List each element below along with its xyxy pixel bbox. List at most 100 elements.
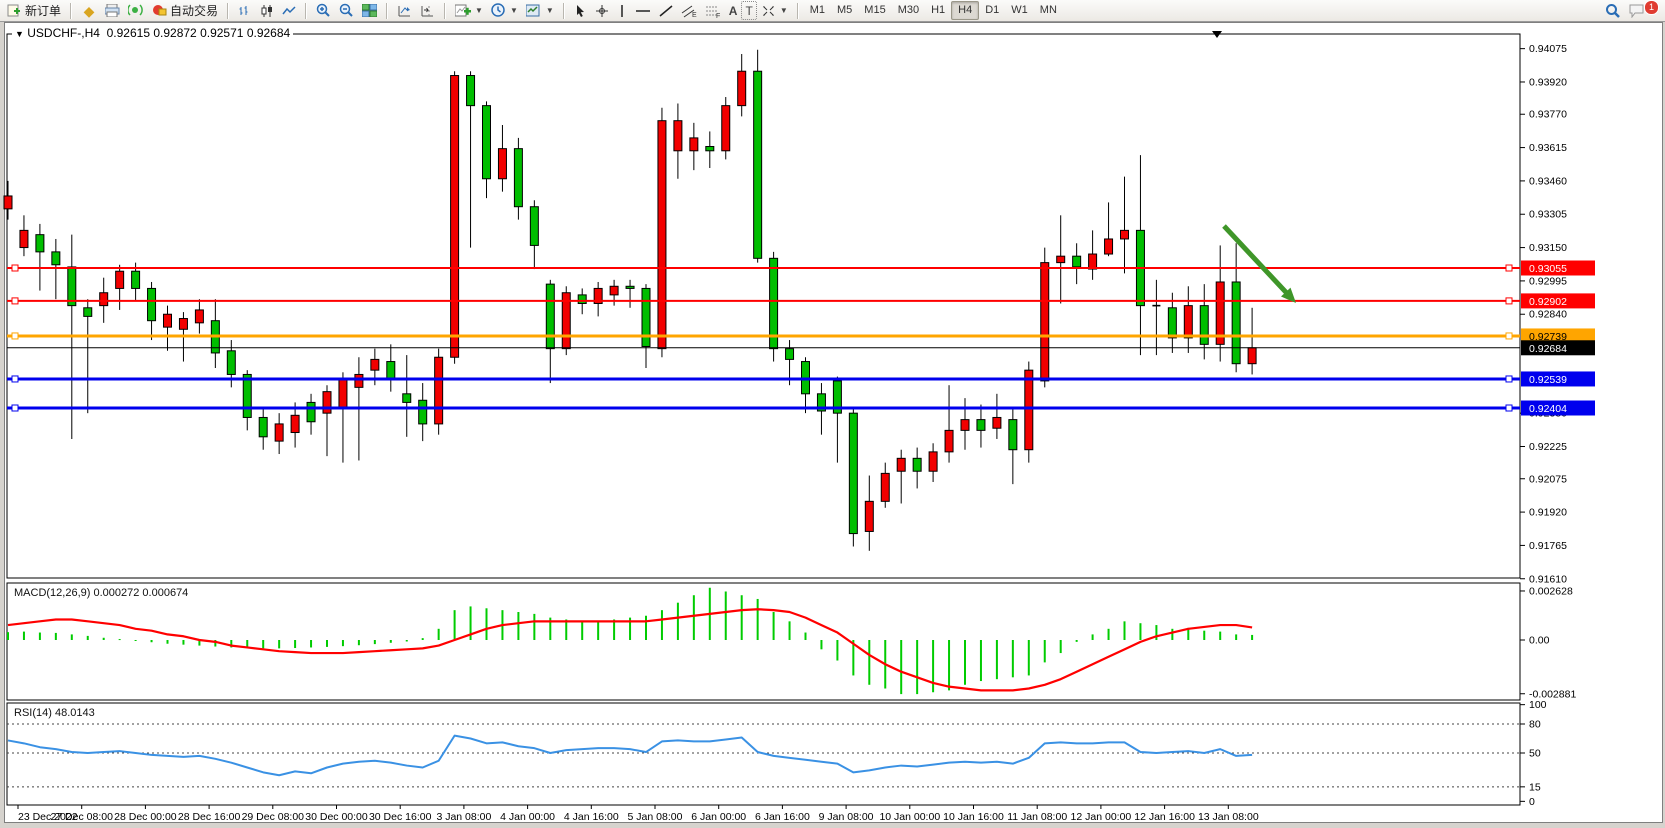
line-handle[interactable] — [1505, 404, 1513, 412]
macd-hist-bar — [964, 640, 966, 685]
candlestick-chart-icon[interactable] — [256, 1, 278, 20]
price-axis[interactable]: 0.94075 0.93920 0.93770 0.93615 0.93460 0.933… — [1520, 43, 1567, 585]
timeframe-MN[interactable]: MN — [1039, 4, 1057, 16]
candle-body — [19, 229, 29, 249]
symbol-period: USDCHF-,H4 — [27, 26, 100, 40]
candle-body — [67, 266, 77, 307]
candle-body — [354, 373, 364, 388]
support-resistance-line[interactable]: 0.92902 — [7, 293, 1595, 309]
candle-body — [609, 285, 619, 296]
macd-hist-bar — [852, 640, 855, 676]
macd-hist-bar — [549, 617, 552, 640]
collapse-arrow-icon[interactable]: ▼ — [15, 29, 24, 39]
timeframe-D1[interactable]: D1 — [985, 4, 1000, 16]
rsi-scale-label: 0 — [1529, 796, 1535, 808]
macd-hist-bar — [1219, 631, 1222, 640]
support-resistance-line[interactable]: 0.92404 — [7, 400, 1595, 416]
separator — [796, 2, 799, 19]
crosshair-tool-icon[interactable] — [591, 1, 613, 20]
scroll-to-end-icon[interactable] — [393, 1, 416, 20]
autotrading-button[interactable]: 自动交易 — [147, 1, 222, 20]
horizontal-line-tool-icon[interactable] — [631, 1, 655, 20]
candle-body — [1167, 307, 1177, 339]
macd-hist-bar — [1155, 625, 1158, 640]
line-handle[interactable] — [1505, 264, 1513, 272]
macd-scale-label: -0.002881 — [1529, 688, 1576, 700]
signals-icon[interactable] — [124, 1, 147, 20]
support-resistance-line[interactable]: 0.92539 — [7, 371, 1595, 387]
text-tool-icon[interactable]: A — [728, 3, 738, 18]
line-handle[interactable] — [1505, 332, 1513, 340]
equidistant-channel-tool-icon[interactable]: E — [677, 1, 701, 20]
chat-badge: 1 — [1644, 0, 1659, 15]
candle-body — [673, 120, 683, 152]
separator — [227, 2, 230, 19]
printer-icon[interactable] — [101, 1, 124, 20]
fibonacci-tool-icon[interactable]: F — [701, 1, 725, 20]
line-handle[interactable] — [11, 404, 19, 412]
text-label-tool-icon[interactable]: T — [741, 1, 757, 20]
templates-button[interactable]: ▼ — [522, 1, 558, 20]
line-handle[interactable] — [11, 297, 19, 305]
zoom-out-icon[interactable] — [335, 1, 358, 20]
zoom-in-icon[interactable] — [312, 1, 335, 20]
add-indicator-button[interactable]: ▼ — [451, 1, 487, 20]
chart-shift-marker[interactable] — [1212, 31, 1222, 38]
timeframe-M1[interactable]: M1 — [809, 4, 826, 16]
timeframe-M5[interactable]: M5 — [837, 4, 853, 16]
timeframe-H1[interactable]: H1 — [931, 4, 946, 16]
candle-body — [290, 414, 300, 434]
trend-arrow-annotation[interactable] — [1222, 224, 1296, 303]
current-price-badge — [1521, 340, 1595, 356]
line-chart-icon[interactable] — [278, 1, 300, 20]
trendline-tool-icon[interactable] — [655, 1, 677, 20]
support-resistance-line[interactable]: 0.93055 — [7, 260, 1595, 276]
price-tick-label: 0.92840 — [1529, 309, 1567, 321]
separator — [444, 2, 447, 19]
timeframe-M30[interactable]: M30 — [897, 4, 920, 16]
line-handle[interactable] — [1505, 375, 1513, 383]
candle-body — [832, 380, 842, 414]
macd-hist-bar — [1059, 640, 1062, 654]
timeframe-M15[interactable]: M15 — [864, 4, 886, 16]
price-line-badge — [1521, 293, 1595, 309]
candle-body — [577, 294, 587, 304]
candle-body — [880, 472, 890, 502]
gold-icon[interactable]: ◆ — [83, 2, 95, 19]
tile-windows-icon[interactable] — [358, 1, 381, 20]
line-handle[interactable] — [11, 332, 19, 340]
periods-button[interactable]: ▼ — [487, 1, 522, 20]
autotrading-label: 自动交易 — [170, 4, 219, 18]
macd-hist-bar — [820, 640, 823, 650]
arrows-tool-icon[interactable]: ▼ — [757, 1, 792, 20]
cursor-tool-icon[interactable] — [570, 1, 591, 20]
new-order-button[interactable]: 新订单 — [2, 1, 65, 20]
bar-chart-icon[interactable] — [234, 1, 256, 20]
candle-body — [1199, 305, 1209, 345]
line-handle[interactable] — [1505, 297, 1513, 305]
macd-hist-bar — [469, 606, 472, 640]
price-tick-label: 0.92995 — [1529, 275, 1567, 287]
price-tick-label: 0.91610 — [1529, 573, 1567, 585]
timeframe-W1[interactable]: W1 — [1011, 4, 1028, 16]
main-toolbar: 新订单 ◆ 自动交易 — [0, 0, 1665, 22]
candle-body — [1104, 238, 1114, 255]
price-line-badge-label: 0.93055 — [1529, 263, 1567, 275]
timeframe-H4[interactable]: H4 — [951, 1, 980, 20]
macd-hist-bar — [756, 598, 759, 640]
support-resistance-line[interactable]: 0.92739 — [7, 328, 1595, 344]
chat-button[interactable]: 1 — [1625, 0, 1659, 20]
price-line-badge-label: 0.92539 — [1529, 374, 1567, 386]
line-handle[interactable] — [11, 375, 19, 383]
candle-body — [402, 393, 412, 403]
separator — [562, 2, 565, 19]
time-tick-label: 28 Dec 16:00 — [178, 811, 241, 823]
search-icon[interactable] — [1601, 1, 1625, 20]
candle-body — [625, 285, 635, 289]
vertical-line-tool-icon[interactable] — [613, 1, 631, 20]
macd-hist-bar — [357, 640, 360, 646]
line-handle[interactable] — [11, 264, 19, 272]
chart-shift-icon[interactable] — [416, 1, 439, 20]
